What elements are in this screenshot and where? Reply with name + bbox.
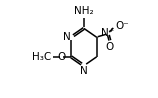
Text: NH₂: NH₂ bbox=[74, 6, 94, 16]
Text: O⁻: O⁻ bbox=[115, 21, 129, 31]
Text: N: N bbox=[80, 66, 88, 76]
Text: O: O bbox=[57, 52, 65, 62]
Text: O: O bbox=[106, 42, 114, 52]
Text: N⁺: N⁺ bbox=[101, 28, 115, 38]
Text: H₃C: H₃C bbox=[32, 52, 51, 62]
Text: N: N bbox=[63, 32, 71, 42]
